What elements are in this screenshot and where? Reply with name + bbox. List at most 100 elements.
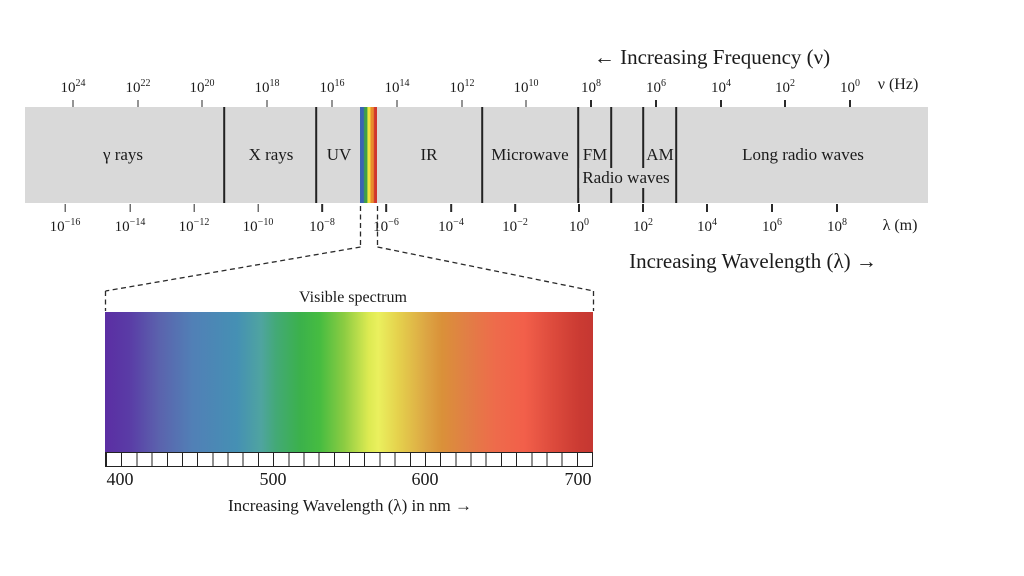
tick-mark: [706, 204, 708, 212]
band-divider: [642, 107, 644, 203]
frequency-tick: 100: [840, 75, 860, 108]
tick-mark: [201, 100, 203, 108]
nm-scale-label: 700: [564, 469, 592, 489]
wavelength-tick-label: 10−12: [178, 217, 210, 235]
band-divider: [610, 107, 612, 203]
tick-mark: [514, 204, 516, 212]
frequency-tick: 102: [775, 75, 795, 108]
tick-mark: [137, 100, 139, 108]
frequency-tick-label: 1022: [125, 78, 151, 96]
wavelength-tick: 10−10: [242, 204, 274, 236]
frequency-tick: 106: [646, 75, 666, 108]
radio-waves-label: Radio waves: [579, 168, 673, 188]
wavelength-tick: 106: [762, 204, 782, 236]
band-divider: [675, 107, 677, 203]
frequency-tick: 1014: [385, 75, 410, 108]
tick-mark: [578, 204, 580, 212]
band-region-label: X rays: [248, 145, 294, 164]
frequency-tick-label: 108: [581, 78, 601, 96]
frequency-tick-label: 1020: [189, 78, 215, 96]
frequency-tick-label: 1016: [319, 78, 345, 96]
band-region-label: Long radio waves: [742, 145, 864, 164]
tick-mark: [836, 204, 838, 212]
frequency-tick: 108: [581, 75, 601, 108]
band-region-label: AM: [646, 145, 674, 164]
wavelength-tick: 108: [827, 204, 847, 236]
wavelength-unit-label: λ (m): [882, 217, 918, 234]
tick-mark: [590, 100, 592, 108]
tick-mark: [450, 204, 452, 212]
frequency-tick-label: 1018: [254, 78, 280, 96]
wavelength-tick-label: 108: [827, 217, 847, 235]
band-divider: [577, 107, 579, 203]
frequency-tick: 1012: [450, 75, 475, 108]
band-divider: [481, 107, 483, 203]
band-region-label: γ rays: [102, 145, 144, 164]
tick-mark: [129, 204, 131, 212]
tick-mark: [396, 100, 398, 108]
frequency-tick-label: 1024: [60, 78, 86, 96]
band-divider: [315, 107, 317, 203]
frequency-tick-label: 1010: [513, 78, 539, 96]
band-region-label: Microwave: [491, 145, 569, 164]
frequency-tick-label: 1014: [384, 78, 410, 96]
tick-mark: [257, 204, 259, 212]
tick-mark: [720, 100, 722, 108]
tick-mark: [266, 100, 268, 108]
frequency-tick: 104: [711, 75, 731, 108]
tick-mark: [72, 100, 74, 108]
tick-mark: [525, 100, 527, 108]
wavelength-tick-label: 10−16: [49, 217, 81, 235]
frequency-tick-label: 100: [840, 78, 860, 96]
visible-spectrum-gradient: [105, 312, 593, 452]
tick-mark: [331, 100, 333, 108]
tick-mark: [771, 204, 773, 212]
spectrum-band: [25, 107, 928, 203]
band-region-label: FM: [582, 145, 608, 164]
frequency-tick: 1020: [190, 75, 215, 108]
nm-scale-label: 500: [259, 469, 287, 489]
visible-spectrum-title: Visible spectrum: [299, 289, 407, 306]
frequency-tick: 1018: [255, 75, 280, 108]
wavelength-tick: 10−14: [115, 204, 145, 236]
wavelength-tick-label: 106: [762, 217, 782, 235]
wavelength-tick-label: 10−10: [242, 217, 274, 235]
frequency-tick-label: 1012: [449, 78, 475, 96]
wavelength-tick-label: 100: [569, 217, 589, 235]
band-region-label: IR: [420, 145, 438, 164]
tick-mark: [64, 204, 66, 212]
tick-mark: [849, 100, 851, 108]
tick-mark: [784, 100, 786, 108]
wavelength-tick: 10−6: [373, 204, 399, 236]
wavelength-tick-label: 104: [697, 217, 717, 235]
wavelength-tick: 10−4: [438, 204, 464, 236]
nm-scale-label: 600: [411, 469, 439, 489]
frequency-tick: 1024: [61, 75, 86, 108]
visible-strip: [360, 107, 377, 203]
nm-axis-label: Increasing Wavelength (λ) in nm →: [227, 496, 473, 515]
tick-mark: [642, 204, 644, 212]
band-divider: [223, 107, 225, 203]
wavelength-tick-label: 102: [633, 217, 653, 235]
wavelength-tick: 10−8: [309, 204, 335, 236]
wavelength-tick: 10−2: [502, 204, 528, 236]
band-region-label: UV: [326, 145, 352, 164]
tick-mark: [193, 204, 195, 212]
frequency-tick: 1010: [514, 75, 539, 108]
wavelength-tick: 102: [633, 204, 653, 236]
frequency-tick-label: 104: [711, 78, 731, 96]
wavelength-tick-label: 10−2: [502, 217, 528, 235]
wavelength-tick: 10−12: [178, 204, 210, 236]
tick-mark: [461, 100, 463, 108]
frequency-direction-label: ← Increasing Frequency (ν): [593, 45, 831, 69]
wavelength-tick: 10−16: [49, 204, 81, 236]
wavelength-tick-label: 10−6: [373, 217, 399, 235]
frequency-tick-label: 102: [775, 78, 795, 96]
frequency-tick: 1016: [320, 75, 345, 108]
frequency-unit-label: ν (Hz): [877, 76, 919, 93]
